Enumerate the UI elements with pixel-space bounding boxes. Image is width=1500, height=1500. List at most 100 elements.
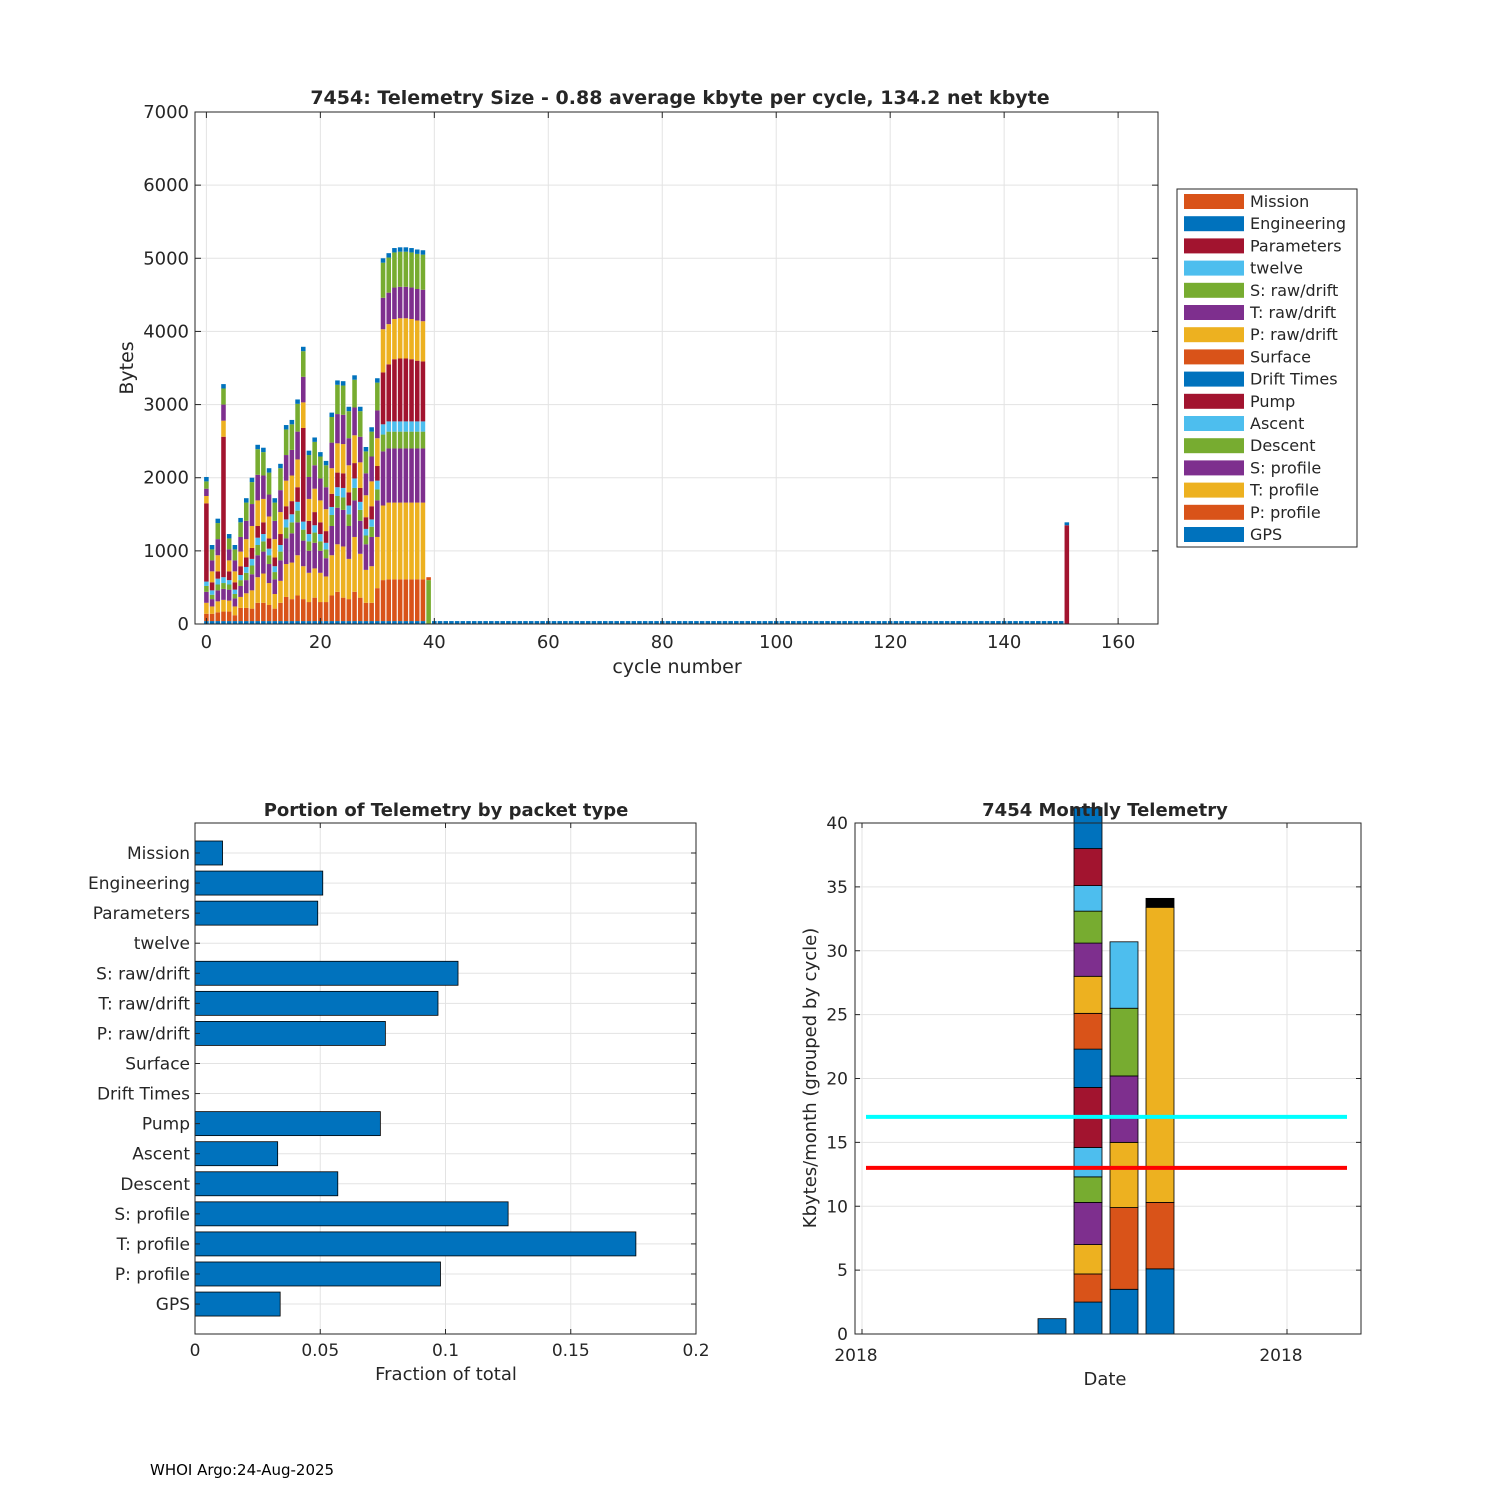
top-bar-segment	[255, 555, 260, 578]
legend-swatch	[1184, 194, 1244, 209]
top-bar-segment	[363, 602, 369, 622]
top-bar-segment	[232, 606, 238, 616]
top-bar-segment	[215, 601, 221, 613]
top-xtick-label: 140	[987, 632, 1021, 653]
top-bar-segment	[226, 580, 232, 585]
top-axes-box	[194, 111, 1159, 625]
top-bar-baseline	[682, 621, 688, 624]
top-bar-baseline	[739, 621, 745, 624]
top-bar-segment	[306, 520, 312, 535]
top-bar-segment	[392, 248, 397, 253]
top-bar-segment	[409, 287, 414, 319]
top-bar-segment	[283, 527, 289, 539]
top-bar-segment	[420, 579, 426, 622]
top-bar-segment	[352, 463, 357, 479]
top-bar-segment	[392, 318, 397, 360]
top-bar-segment	[414, 289, 420, 321]
top-bar-segment	[414, 360, 420, 422]
top-bar-segment	[226, 560, 232, 572]
top-bar-segment	[363, 569, 369, 603]
top-bar-segment	[375, 466, 380, 481]
top-bar-segment	[221, 436, 226, 578]
top-bar-segment	[323, 602, 329, 622]
top-bar-segment	[266, 583, 272, 605]
bl-bar	[194, 900, 319, 926]
legend-swatch	[1184, 282, 1244, 298]
br-bars	[1037, 807, 1175, 1335]
top-bar-segment	[403, 621, 409, 624]
br-hlines	[866, 1114, 1347, 1170]
top-bar-segment	[318, 541, 323, 551]
top-bar-segment	[340, 381, 346, 386]
top-bar-segment	[346, 558, 352, 600]
top-bar-baseline	[500, 621, 505, 624]
top-bar-segment	[380, 372, 386, 425]
top-bar-segment	[323, 549, 329, 559]
top-bar-segment	[363, 535, 369, 545]
top-bar-baseline	[734, 621, 739, 624]
top-bar-segment	[375, 438, 380, 467]
top-bar-segment	[392, 421, 397, 432]
br-ytick-label: 30	[826, 942, 848, 962]
top-bar-segment	[409, 359, 414, 422]
top-ticks: 0 20 40 60 80 100 120 140 160 0 1000 2000 3000 4000 50…	[143, 102, 1158, 653]
top-bar-baseline	[825, 621, 830, 624]
top-bar-segment	[283, 455, 289, 481]
br-bar-segment	[1109, 941, 1139, 1009]
top-bar-baseline	[574, 621, 580, 624]
top-bar-segment	[380, 451, 386, 506]
top-bar-segment	[329, 621, 335, 624]
top-bar-segment	[352, 621, 357, 624]
top-bar-segment	[318, 602, 323, 622]
top-bar-segment	[295, 522, 300, 556]
top-bar-segment	[420, 421, 426, 432]
top-bar-segment	[340, 497, 346, 510]
legend-swatch	[1184, 371, 1244, 387]
top-bar-baseline	[819, 621, 825, 624]
br-bar-segment	[1073, 885, 1103, 912]
top-bar-segment	[312, 437, 317, 442]
bl-bar	[194, 1261, 441, 1287]
top-bar-segment	[414, 253, 420, 290]
br-xtick-label: 2018	[1259, 1346, 1302, 1366]
top-bar-segment	[249, 477, 255, 483]
top-bar-segment	[232, 615, 238, 622]
top-bar-segment	[357, 411, 363, 437]
top-xtick-label: 160	[1101, 632, 1135, 653]
br-bar-segment	[1073, 1202, 1103, 1245]
top-bar-segment	[357, 406, 363, 412]
top-bar-segment	[369, 427, 374, 432]
top-bar-segment	[357, 597, 363, 622]
bl-bar	[194, 1171, 339, 1197]
top-bar-segment	[215, 584, 221, 591]
legend-swatch	[1184, 305, 1244, 320]
top-bar-baseline	[973, 621, 978, 624]
top-bar-segment	[397, 431, 403, 449]
top-bar-segment	[209, 571, 215, 583]
bl-bar	[194, 870, 324, 896]
bl-category-label: Surface	[125, 1054, 190, 1074]
top-bar-segment	[209, 549, 215, 561]
br-bar-segment	[1073, 848, 1103, 886]
legend-label: P: raw/drift	[1250, 325, 1338, 344]
top-bar-segment	[209, 545, 215, 550]
footer-credit: WHOI Argo:24-Aug-2025	[150, 1461, 335, 1479]
top-bar-segment	[318, 550, 323, 573]
top-bar-segment	[323, 576, 329, 603]
br-bar-segment	[1073, 942, 1103, 977]
top-bar-segment	[255, 525, 260, 538]
top-bar-segment	[306, 572, 312, 603]
top-bar-segment	[266, 548, 272, 556]
top-bar-segment	[369, 621, 374, 624]
top-bar-segment	[209, 606, 215, 614]
top-bar-segment	[261, 621, 266, 624]
top-bar-segment	[215, 621, 221, 624]
top-bar-baseline	[922, 621, 927, 624]
br-bar-segment	[1109, 1288, 1139, 1335]
top-bar-segment	[226, 571, 232, 581]
top-bar-segment	[272, 594, 278, 609]
bl-bars	[194, 840, 637, 1317]
top-bar-segment	[238, 574, 243, 581]
bl-category-label: Drift Times	[97, 1085, 190, 1105]
